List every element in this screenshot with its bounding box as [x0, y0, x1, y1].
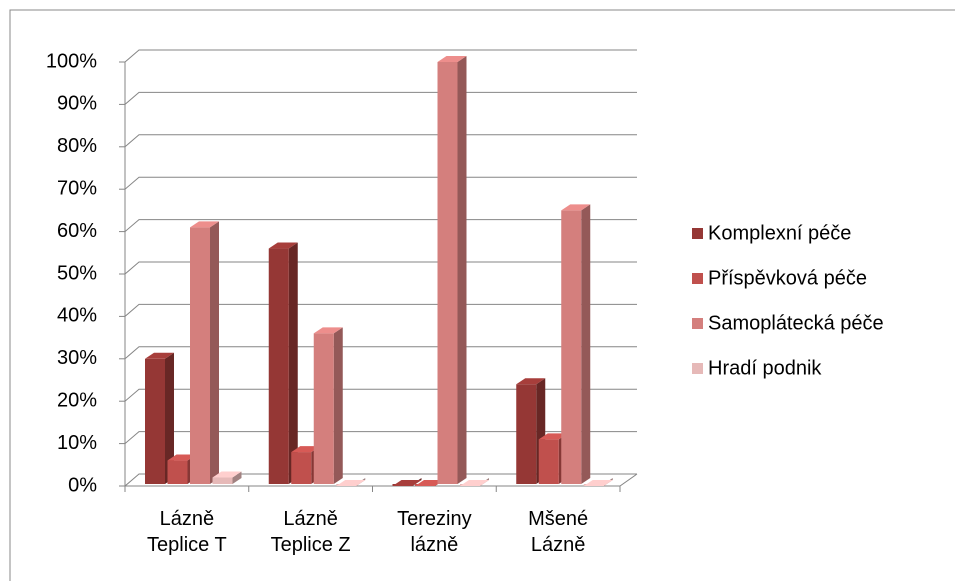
grid-line [124, 176, 637, 190]
bar [268, 242, 298, 484]
bar-front [516, 384, 537, 484]
y-tick-label: 60% [57, 220, 97, 242]
legend-swatch [692, 273, 703, 284]
bar-side [581, 204, 591, 484]
grid-line [124, 431, 637, 444]
bar-front [437, 62, 458, 484]
bar-side [333, 327, 343, 484]
bar-front [167, 460, 188, 484]
bar-top [583, 480, 613, 486]
bar-side [165, 352, 174, 484]
bar-side [288, 242, 298, 484]
legend-label: Příspěvková péče [708, 267, 867, 289]
bar-top [561, 204, 591, 211]
y-tick-label: 10% [57, 432, 97, 454]
bar [145, 352, 174, 484]
legend-swatch [692, 318, 703, 329]
grid-line [124, 303, 637, 317]
legend-swatch [692, 228, 703, 239]
bar [336, 478, 366, 486]
grid-line [124, 49, 637, 63]
bar-top [268, 242, 298, 249]
bar-top [190, 221, 219, 228]
bar-top [392, 480, 422, 486]
bar [460, 478, 489, 486]
bar-front [538, 439, 559, 484]
x-tick-label: Lázně Teplice T [147, 508, 227, 556]
grid-line [124, 346, 637, 360]
bar [313, 327, 343, 484]
bar-top [437, 56, 467, 62]
grid-line [124, 219, 637, 232]
bar-top [291, 446, 321, 453]
y-tick-label: 20% [57, 389, 97, 411]
x-tick-label: Mšené Lázně [528, 508, 589, 556]
y-tick-label: 50% [57, 262, 97, 284]
y-tick-label: 90% [57, 93, 97, 115]
legend-label: Samoplátecká péče [708, 312, 884, 334]
bar-side [457, 56, 467, 484]
bar [437, 56, 467, 484]
bar-front [268, 248, 289, 484]
bar-top [460, 480, 489, 486]
bar-top [538, 433, 568, 440]
bar-side [210, 221, 219, 485]
bar-side [232, 471, 242, 484]
bar [561, 204, 591, 484]
y-tick-label: 30% [57, 347, 97, 369]
legend-swatch [692, 363, 703, 374]
bar-front [145, 358, 165, 484]
bar-top [415, 480, 444, 486]
bar-front [313, 333, 334, 484]
grid-line [124, 134, 637, 148]
y-tick-label: 0% [68, 474, 97, 496]
legend-label: Hradí podnik [708, 357, 822, 379]
x-tick-label: Tereziny lázně [397, 508, 472, 556]
y-tick-label: 40% [57, 305, 97, 327]
bar [392, 478, 422, 486]
x-tick-label: Lázně Teplice Z [270, 508, 351, 556]
bar [583, 478, 613, 486]
bar-front [190, 227, 210, 485]
chart-frame [9, 9, 955, 581]
bar-front [291, 452, 312, 484]
bar-top [336, 480, 366, 486]
y-tick-label: 70% [57, 177, 97, 199]
grid-line [124, 473, 637, 487]
bar-top [167, 454, 197, 461]
bar-top [313, 327, 343, 334]
grid-line [124, 91, 637, 105]
bar-top [145, 352, 174, 359]
bar-top [516, 378, 546, 385]
grid-line [124, 261, 637, 275]
bar-front [212, 477, 233, 484]
bar [212, 471, 242, 484]
y-tick-label: 80% [57, 135, 97, 157]
bar-top [212, 471, 242, 478]
bar [190, 221, 219, 485]
legend-label: Komplexní péče [708, 222, 851, 244]
grid-line [124, 388, 637, 402]
y-tick-label: 100% [46, 50, 97, 72]
bar-front [561, 210, 582, 484]
